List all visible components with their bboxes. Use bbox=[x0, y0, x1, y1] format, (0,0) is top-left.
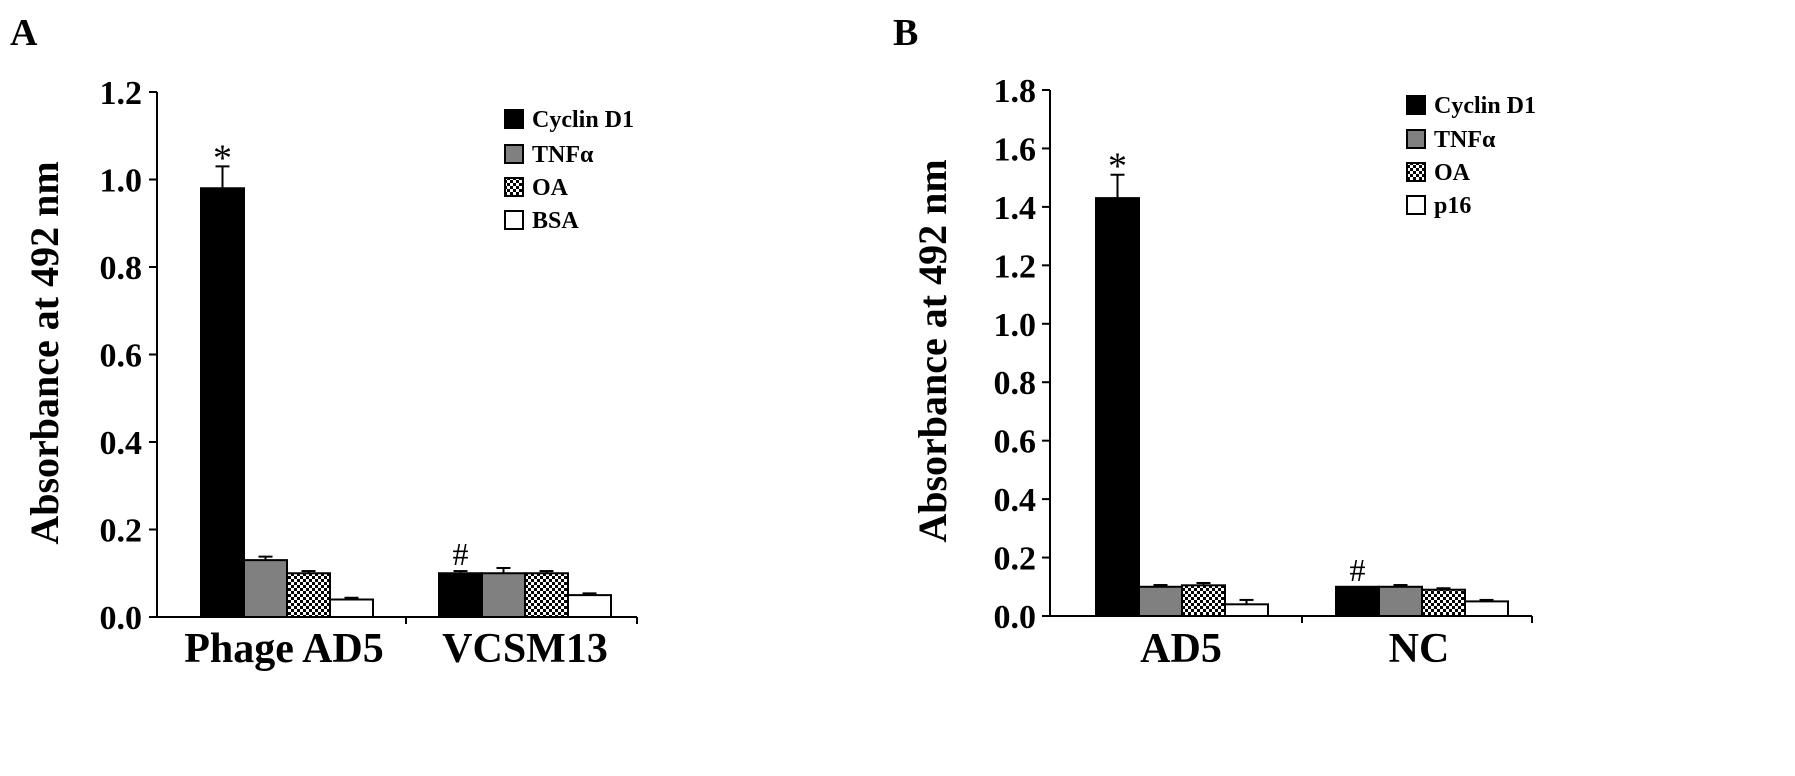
panel-a-legend: Cyclin D1 TNFα OA BSA bbox=[504, 107, 634, 234]
y-tick-label: 1.2 bbox=[100, 75, 143, 112]
legend-label-tnfa: TNFα bbox=[532, 142, 594, 168]
bar-cyclin-d1-1 bbox=[438, 572, 483, 618]
legend-label-oa: OA bbox=[532, 175, 569, 201]
panel-b-category-label-1: NC bbox=[1389, 626, 1450, 672]
bar-tnf--1 bbox=[1378, 585, 1423, 617]
y-tick-label: 1.0 bbox=[994, 307, 1037, 344]
bar-p16-1 bbox=[1464, 600, 1509, 618]
legend-label-cyclin-d1: Cyclin D1 bbox=[1434, 93, 1536, 119]
legend-label-p16: p16 bbox=[1434, 193, 1471, 219]
panel-a-chart: A Absorbance at 492 nm 0.0 0.2 0.4 0.6 0.8 1.… bbox=[10, 12, 638, 672]
bar-bsa-1 bbox=[567, 594, 612, 618]
panel-b-legend: Cyclin D1 TNFα OA p16 bbox=[1406, 93, 1536, 219]
legend-swatch-oa bbox=[1406, 162, 1426, 182]
bar-oa-0 bbox=[1181, 584, 1226, 617]
legend-label-tnfa: TNFα bbox=[1434, 127, 1496, 153]
y-tick-label: 0.4 bbox=[100, 425, 143, 462]
y-tick-label: 0.2 bbox=[100, 513, 143, 550]
bar-bsa-0 bbox=[329, 598, 374, 618]
panel-b-bars: *# bbox=[1095, 146, 1509, 618]
y-tick-label: 1.8 bbox=[994, 73, 1037, 110]
significance-hash: # bbox=[1350, 552, 1366, 588]
significance-asterisk: * bbox=[1108, 146, 1127, 188]
panel-b-axes bbox=[1049, 90, 1533, 623]
y-tick-label: 0.6 bbox=[100, 338, 143, 375]
panel-b-chart: B Absorbance at 492 nm 0.0 0.2 0.4 0.6 0.8 1.… bbox=[893, 12, 1536, 672]
legend-swatch-cyclin-d1 bbox=[1406, 95, 1426, 115]
legend-swatch-tnfa bbox=[504, 144, 524, 164]
legend-label-cyclin-d1: Cyclin D1 bbox=[532, 107, 634, 133]
bar-cyclin-d1-0 bbox=[200, 187, 245, 618]
y-tick-label: 1.0 bbox=[100, 163, 143, 200]
legend-label-oa: OA bbox=[1434, 160, 1471, 186]
bar-tnf--0 bbox=[243, 559, 288, 618]
panel-a-category-label-1: VCSM13 bbox=[442, 626, 608, 672]
y-tick-label: 0.8 bbox=[100, 250, 143, 287]
significance-asterisk: * bbox=[213, 137, 232, 179]
panel-a-category-label-0: Phage AD5 bbox=[184, 626, 384, 672]
y-tick-label: 1.4 bbox=[994, 190, 1037, 227]
bar-cyclin-d1-1 bbox=[1335, 585, 1380, 617]
panel-b-category-label-0: AD5 bbox=[1140, 626, 1222, 672]
legend-swatch-p16 bbox=[1406, 195, 1426, 215]
y-tick-label: 1.2 bbox=[994, 248, 1037, 285]
panel-b-y-ticks: 0.0 0.2 0.4 0.6 0.8 1.0 1.2 1.4 1.6 1.8 bbox=[994, 73, 1050, 636]
y-tick-label: 0.0 bbox=[994, 599, 1037, 636]
y-tick-label: 0.6 bbox=[994, 424, 1037, 461]
legend-swatch-cyclin-d1 bbox=[504, 109, 524, 129]
panel-b-y-axis-title: Absorbance at 492 nm bbox=[910, 159, 955, 542]
y-tick-label: 1.6 bbox=[994, 131, 1037, 168]
legend-label-bsa: BSA bbox=[532, 208, 579, 234]
panel-a-y-axis-title: Absorbance at 492 nm bbox=[22, 161, 67, 544]
panel-a-label: A bbox=[10, 12, 38, 54]
y-tick-label: 0.8 bbox=[994, 365, 1037, 402]
legend-swatch-bsa bbox=[504, 210, 524, 230]
bar-tnf--0 bbox=[1138, 585, 1183, 617]
bar-oa-1 bbox=[524, 572, 569, 618]
legend-swatch-oa bbox=[504, 177, 524, 197]
bar-oa-0 bbox=[286, 572, 331, 618]
y-tick-label: 0.4 bbox=[994, 482, 1037, 519]
bar-p16-0 bbox=[1224, 603, 1269, 617]
bar-tnf--1 bbox=[481, 572, 526, 618]
bar-oa-1 bbox=[1421, 588, 1466, 618]
significance-hash: # bbox=[453, 536, 469, 572]
bar-cyclin-d1-0 bbox=[1095, 197, 1140, 617]
panel-a-axes bbox=[156, 92, 638, 624]
y-tick-label: 0.2 bbox=[994, 541, 1037, 578]
legend-swatch-tnfa bbox=[1406, 129, 1426, 149]
panel-a-y-ticks: 0.0 0.2 0.4 0.6 0.8 1.0 1.2 bbox=[100, 75, 157, 637]
panel-b-label: B bbox=[893, 12, 918, 54]
y-tick-label: 0.0 bbox=[100, 600, 143, 637]
